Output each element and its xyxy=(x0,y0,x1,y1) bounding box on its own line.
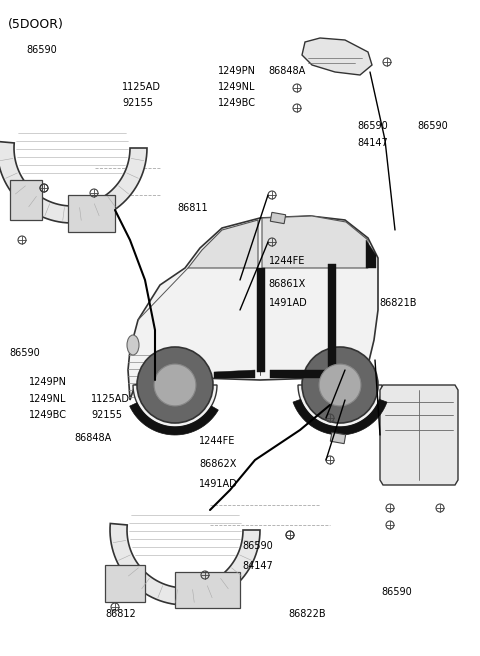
Polygon shape xyxy=(68,195,115,232)
Text: 1249BC: 1249BC xyxy=(29,410,67,420)
Polygon shape xyxy=(10,180,42,220)
Polygon shape xyxy=(257,268,265,372)
Text: 86590: 86590 xyxy=(242,541,273,551)
Text: 86861X: 86861X xyxy=(269,279,306,289)
Polygon shape xyxy=(105,565,145,602)
Text: 1249BC: 1249BC xyxy=(218,98,256,108)
Text: 1491AD: 1491AD xyxy=(269,298,308,308)
Text: 84147: 84147 xyxy=(358,138,388,148)
Polygon shape xyxy=(188,220,258,268)
Polygon shape xyxy=(262,216,368,268)
Text: 1244FE: 1244FE xyxy=(199,436,236,446)
Text: 86590: 86590 xyxy=(358,121,388,131)
Polygon shape xyxy=(110,523,260,605)
Circle shape xyxy=(319,364,361,406)
Text: 86862X: 86862X xyxy=(199,459,237,469)
Text: 86590: 86590 xyxy=(26,45,57,54)
Text: 1249NL: 1249NL xyxy=(218,82,256,92)
Polygon shape xyxy=(328,264,336,372)
Bar xyxy=(330,432,346,443)
Text: 1491AD: 1491AD xyxy=(199,479,238,489)
Text: 86590: 86590 xyxy=(382,587,412,597)
Text: 86848A: 86848A xyxy=(74,433,112,443)
Text: 1244FE: 1244FE xyxy=(269,256,305,266)
Text: 86812: 86812 xyxy=(106,609,136,619)
Polygon shape xyxy=(214,370,255,378)
Polygon shape xyxy=(302,38,372,75)
Polygon shape xyxy=(0,142,147,223)
Text: 92155: 92155 xyxy=(91,410,122,420)
Text: 1249NL: 1249NL xyxy=(29,394,66,403)
Polygon shape xyxy=(293,400,387,435)
Text: 84147: 84147 xyxy=(242,561,273,571)
Polygon shape xyxy=(133,385,217,427)
Ellipse shape xyxy=(127,335,139,355)
Polygon shape xyxy=(175,572,240,608)
Text: 86848A: 86848A xyxy=(269,66,306,75)
Polygon shape xyxy=(366,240,376,268)
Text: 1125AD: 1125AD xyxy=(122,82,161,92)
Circle shape xyxy=(154,364,196,406)
Circle shape xyxy=(137,347,213,423)
Polygon shape xyxy=(380,385,458,485)
Bar xyxy=(270,213,286,224)
Text: 86811: 86811 xyxy=(178,203,208,213)
Text: 86821B: 86821B xyxy=(379,298,417,308)
Polygon shape xyxy=(128,216,378,400)
Polygon shape xyxy=(270,370,325,378)
Text: 86822B: 86822B xyxy=(288,609,325,619)
Text: (5DOOR): (5DOOR) xyxy=(8,18,64,31)
Text: 1125AD: 1125AD xyxy=(91,394,130,403)
Text: 86590: 86590 xyxy=(418,121,448,131)
Circle shape xyxy=(302,347,378,423)
Polygon shape xyxy=(298,385,382,427)
Text: 1249PN: 1249PN xyxy=(218,66,256,75)
Polygon shape xyxy=(130,403,218,435)
Text: 92155: 92155 xyxy=(122,98,154,108)
Text: 1249PN: 1249PN xyxy=(29,377,67,387)
Text: 86590: 86590 xyxy=(10,348,40,358)
